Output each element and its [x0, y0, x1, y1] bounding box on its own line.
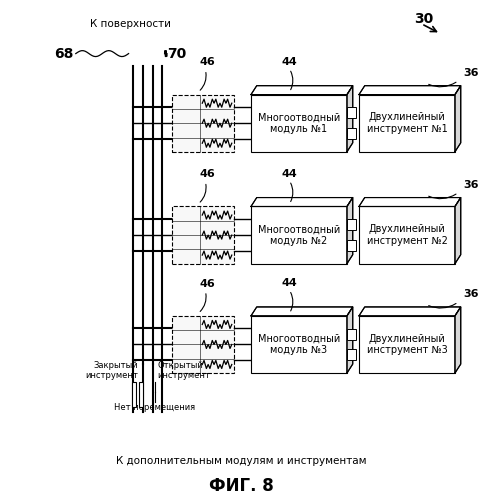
Text: 30: 30: [414, 12, 433, 26]
Bar: [347, 350, 356, 360]
Bar: [347, 328, 356, 340]
Bar: [359, 316, 455, 373]
Polygon shape: [251, 307, 353, 316]
Text: К дополнительным модулям и инструментам: К дополнительным модулям и инструментам: [116, 456, 366, 466]
Bar: [347, 108, 356, 118]
Text: 36: 36: [463, 68, 479, 78]
Polygon shape: [347, 307, 353, 373]
Text: 70: 70: [167, 46, 186, 60]
Text: 46: 46: [200, 278, 216, 288]
Text: 44: 44: [282, 57, 297, 67]
Polygon shape: [359, 307, 461, 316]
Bar: [347, 128, 356, 139]
Bar: [251, 316, 347, 373]
Text: 46: 46: [200, 169, 216, 179]
Bar: [347, 219, 356, 230]
Text: Многоотводный
модуль №2: Многоотводный модуль №2: [258, 224, 340, 246]
Polygon shape: [455, 307, 461, 373]
Text: 36: 36: [463, 180, 479, 190]
Bar: [172, 206, 234, 264]
Bar: [138, 382, 142, 406]
Bar: [359, 94, 455, 152]
Text: 44: 44: [282, 278, 297, 288]
Text: 36: 36: [463, 290, 479, 300]
Text: 46: 46: [200, 58, 216, 68]
Polygon shape: [359, 198, 461, 206]
Text: Закрытый
инструмент: Закрытый инструмент: [85, 361, 138, 380]
Bar: [347, 240, 356, 251]
Bar: [359, 206, 455, 264]
Text: Двухлинейный
инструмент №1: Двухлинейный инструмент №1: [366, 112, 447, 134]
Polygon shape: [455, 198, 461, 264]
Text: 68: 68: [54, 46, 74, 60]
Text: Двухлинейный
инструмент №2: Двухлинейный инструмент №2: [366, 224, 447, 246]
Polygon shape: [347, 198, 353, 264]
Polygon shape: [347, 86, 353, 152]
Bar: [132, 382, 136, 406]
Polygon shape: [251, 86, 353, 94]
Bar: [172, 94, 234, 152]
Text: 44: 44: [282, 168, 297, 178]
Text: ФИГ. 8: ФИГ. 8: [209, 477, 274, 495]
Text: Открытый
инструмент: Открытый инструмент: [157, 361, 210, 380]
Polygon shape: [455, 86, 461, 152]
Bar: [251, 94, 347, 152]
Text: Многоотводный
модуль №3: Многоотводный модуль №3: [258, 334, 340, 355]
Text: К поверхности: К поверхности: [91, 18, 171, 28]
Text: Нет перемещения: Нет перемещения: [114, 403, 196, 412]
Polygon shape: [251, 198, 353, 206]
Polygon shape: [359, 86, 461, 94]
Bar: [251, 206, 347, 264]
Bar: [172, 316, 234, 373]
Text: Многоотводный
модуль №1: Многоотводный модуль №1: [258, 112, 340, 134]
Text: Двухлинейный
инструмент №3: Двухлинейный инструмент №3: [366, 334, 447, 355]
